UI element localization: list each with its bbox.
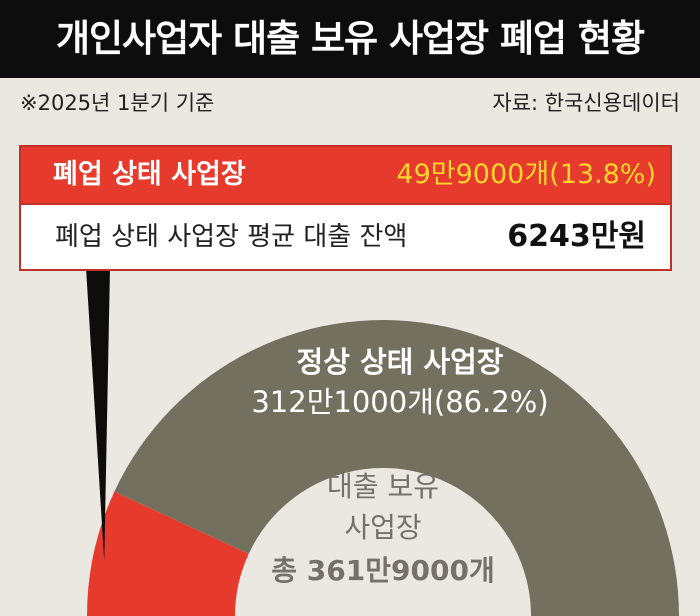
chart-title: 개인사업자 대출 보유 사업장 폐업 현황 bbox=[0, 0, 700, 78]
closed-businesses-card: 폐업 상태 사업장 49만9000개(13.8%) bbox=[19, 145, 672, 205]
closed-businesses-label: 폐업 상태 사업장 bbox=[53, 159, 246, 190]
slice-closed-businesses bbox=[87, 491, 249, 616]
center-label-line1: 대출 보유 bbox=[327, 470, 439, 503]
normal-slice-label: 정상 상태 사업장 bbox=[297, 345, 504, 379]
average-debt-value: 6243만원 bbox=[507, 219, 646, 254]
pointer-triangle bbox=[86, 268, 110, 561]
slice-normal-businesses bbox=[114, 319, 679, 616]
basis-note: ※2025년 1분기 기준 bbox=[20, 91, 215, 115]
center-label-line2: 사업장 bbox=[344, 511, 421, 544]
center-total: 총 361만9000개 bbox=[271, 554, 494, 587]
normal-slice-value: 312만1000개(86.2%) bbox=[251, 385, 548, 419]
source-note: 자료: 한국신용데이터 bbox=[492, 91, 680, 115]
average-debt-label: 폐업 상태 사업장 평균 대출 잔액 bbox=[55, 222, 408, 252]
closed-businesses-value: 49만9000개(13.8%) bbox=[396, 159, 656, 190]
average-debt-card: 폐업 상태 사업장 평균 대출 잔액 6243만원 bbox=[19, 203, 672, 271]
